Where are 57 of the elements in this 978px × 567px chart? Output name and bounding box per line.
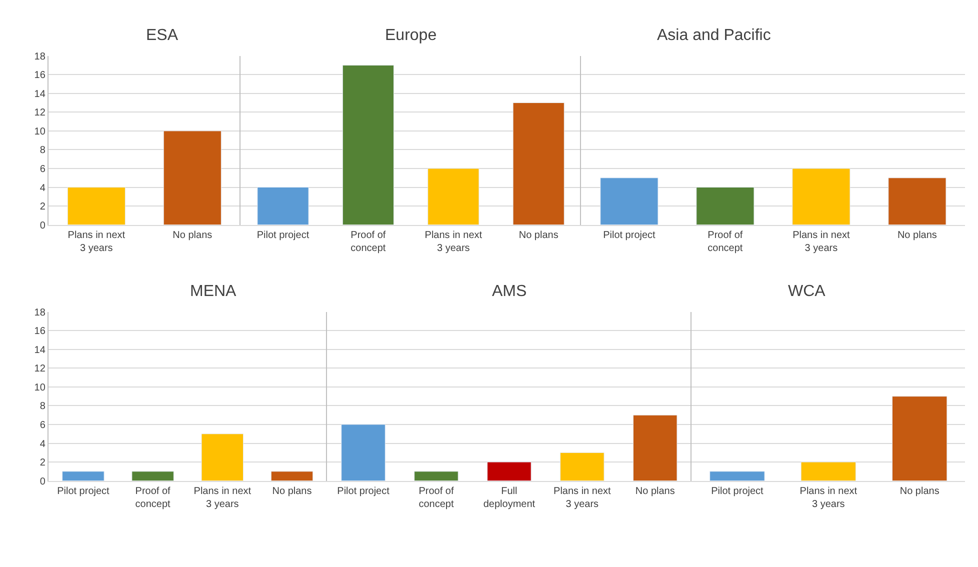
x-tick-label: Plans in next 3 years [792, 230, 850, 254]
bar [428, 168, 480, 225]
x-tick-label: Proof of concept [418, 486, 454, 510]
bar [257, 187, 309, 225]
x-tick-label: No plans [635, 486, 675, 497]
chart-title: ESA [146, 27, 178, 44]
bar [414, 471, 458, 481]
x-tick-label: Plans in next 3 years [800, 486, 858, 510]
bar [342, 64, 394, 225]
x-tick-label: No plans [897, 230, 937, 241]
x-tick-label: Proof of concept [350, 230, 386, 254]
y-tick-label: 16 [34, 326, 46, 338]
y-tick-label: 10 [34, 382, 46, 394]
x-tick-label: Plans in next 3 years [424, 230, 482, 254]
x-tick-label: Proof of concept [708, 230, 743, 254]
chart-title: MENA [190, 283, 237, 300]
x-tick-label: Pilot project [256, 230, 310, 241]
chart-title: Asia and Pacific [657, 27, 771, 44]
x-tick-label: Pilot project [337, 486, 390, 497]
x-tick-label: No plans [518, 230, 558, 241]
y-tick-label: 14 [34, 344, 46, 356]
y-tick-label: 0 [40, 476, 46, 488]
chart-title: AMS [492, 283, 527, 300]
x-tick-label: Plans in next 3 years [194, 486, 252, 510]
x-tick-label: Full deployment [483, 486, 536, 510]
x-tick-label: Plans in next 3 years [554, 486, 612, 510]
y-tick-label: 18 [34, 51, 46, 62]
bar [512, 102, 564, 225]
bar [341, 424, 386, 481]
y-tick-label: 8 [40, 145, 46, 156]
chart-title: Europe [385, 27, 437, 44]
y-tick-label: 6 [40, 164, 46, 175]
y-tick-label: 16 [34, 70, 46, 82]
x-tick-label: Pilot project [603, 230, 656, 241]
x-tick-label: No plans [900, 486, 940, 497]
y-tick-label: 12 [34, 364, 46, 375]
y-tick-label: 12 [34, 108, 46, 119]
x-tick-label: Pilot project [711, 486, 764, 497]
y-tick-label: 6 [40, 420, 46, 431]
y-tick-label: 2 [40, 458, 46, 469]
y-tick-label: 4 [40, 182, 46, 194]
x-tick-label: Plans in next 3 years [68, 230, 126, 254]
y-tick-label: 8 [40, 401, 46, 412]
bar [560, 452, 604, 481]
y-tick-label: 2 [40, 202, 46, 213]
y-tick-label: 10 [34, 126, 46, 138]
y-tick-label: 18 [34, 307, 46, 318]
y-tick-label: 0 [40, 220, 46, 232]
chart-title: WCA [788, 283, 826, 300]
bar [632, 414, 678, 481]
x-tick-label: No plans [272, 486, 312, 497]
y-tick-label: 4 [40, 438, 46, 450]
bar [487, 462, 532, 481]
x-tick-label: Proof of concept [135, 486, 171, 510]
y-tick-label: 14 [34, 88, 46, 100]
x-tick-label: No plans [172, 230, 212, 241]
x-tick-label: Pilot project [57, 486, 110, 497]
